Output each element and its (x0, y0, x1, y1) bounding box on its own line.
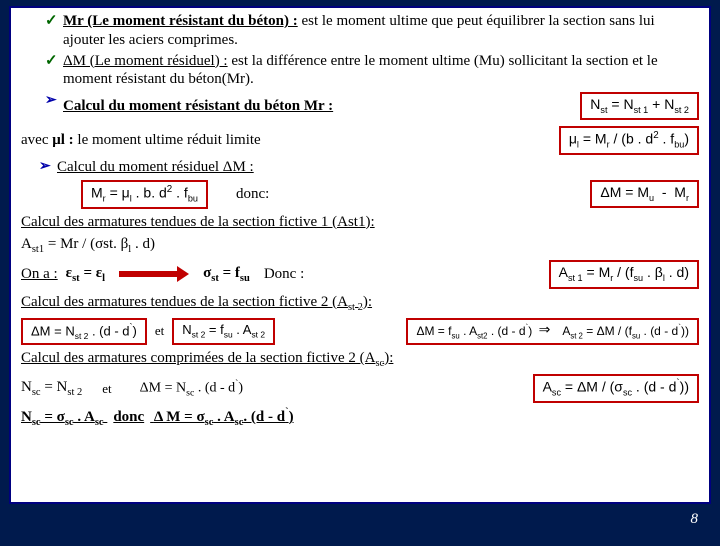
eps-eq: εst = εl (66, 264, 105, 285)
bullet-dm: ΔM (Le moment résiduel) : est la différe… (45, 52, 699, 90)
calc-dm-row: Calcul du moment résiduel ΔM : (39, 158, 699, 177)
formula-nst: Nst = Nst 1 + Nst 2 (580, 92, 699, 120)
mr-title: Mr (Le moment résistant du béton) : (63, 13, 298, 29)
s2b: st 2 (348, 302, 363, 313)
nsc-sigma: Nsc = σsc . Asc (21, 409, 104, 425)
section3-title: Calcul des armatures comprimées de la se… (21, 349, 699, 370)
ast1-line: Ast1 = Mr / (σst. βl . d) (21, 235, 699, 256)
donc2-label: Donc : (264, 265, 304, 284)
formula-dm: ΔM = Mu - Mr (590, 180, 699, 208)
ona-row: On a : εst = εl σst = fsu Donc : Ast 1 =… (21, 260, 699, 288)
ona-label: On a : (21, 265, 58, 284)
s3c: ): (384, 350, 393, 366)
avec-label: avec (21, 132, 52, 148)
s3a: Calcul des armatures comprimées de la se… (21, 350, 375, 366)
dm-nsc: ΔM = Nsc . (d - d`) (140, 378, 243, 400)
formula-dm-fsu: ΔM = fsu . Ast2 . (d - d`) Ast 2 = ΔM / … (406, 318, 699, 345)
sigma-eq: σst = fsu (203, 264, 250, 285)
section2-row: ΔM = Nst 2 . (d - d`) et Nst 2 = fsu . A… (21, 318, 699, 345)
page-number: 8 (691, 511, 699, 528)
formula-dm-nst2: ΔM = Nst 2 . (d - d`) (21, 318, 147, 345)
mr-dm-row: Mr = μl . b. d2 . fbu donc: ΔM = Mu - Mr (81, 180, 699, 209)
avec-row: avec μl : le moment ultime réduit limite… (21, 126, 699, 155)
formula-nst2-fsu: Nst 2 = fsu . Ast 2 (172, 318, 275, 344)
mu-l: μl : (52, 132, 73, 148)
bullet-list: Mr (Le moment résistant du béton) : est … (21, 12, 699, 120)
formula-mr: Mr = μl . b. d2 . fbu (81, 180, 208, 209)
et-label2: et (102, 381, 111, 397)
s2a: Calcul des armatures tendues de la secti… (21, 294, 348, 310)
donc3: donc (113, 409, 144, 425)
calc-mr-title: Calcul du moment résistant du béton Mr : (63, 97, 333, 116)
nsc-eq: Nsc = Nst 2 (21, 378, 82, 399)
avec-text: le moment ultime réduit limite (74, 132, 261, 148)
section1-title: Calcul des armatures tendues de la secti… (21, 213, 699, 232)
dm-title: ΔM (Le moment résiduel) : (63, 53, 228, 69)
section2-title: Calcul des armatures tendues de la secti… (21, 293, 699, 314)
slide-panel: Mr (Le moment résistant du béton) : est … (9, 6, 711, 504)
dm-sigma: Δ M = σsc . Asc. (d - d`) (154, 409, 294, 425)
nsc-row: Nsc = Nst 2 et ΔM = Nsc . (d - d`) Asc =… (21, 374, 699, 403)
et-label: et (155, 323, 164, 339)
formula-mul: μl = Mr / (b . d2 . fbu) (559, 126, 699, 155)
calc-dm-title: Calcul du moment résiduel ΔM : (57, 159, 254, 175)
nsc-sigma-row: Nsc = σsc . Asc donc Δ M = σsc . Asc. (d… (21, 406, 699, 429)
donc-label: donc: (236, 185, 269, 204)
formula-ast1: Ast 1 = Mr / (fsu . βl . d) (549, 260, 699, 288)
s3b: sc (375, 358, 384, 369)
bullet-calc-mr: Calcul du moment résistant du béton Mr :… (45, 92, 699, 120)
s2c: ): (363, 294, 372, 310)
arrow-red-icon (119, 267, 189, 281)
bullet-mr: Mr (Le moment résistant du béton) : est … (45, 12, 699, 50)
formula-asc: Asc = ΔM / (σsc . (d - d`)) (533, 374, 699, 403)
